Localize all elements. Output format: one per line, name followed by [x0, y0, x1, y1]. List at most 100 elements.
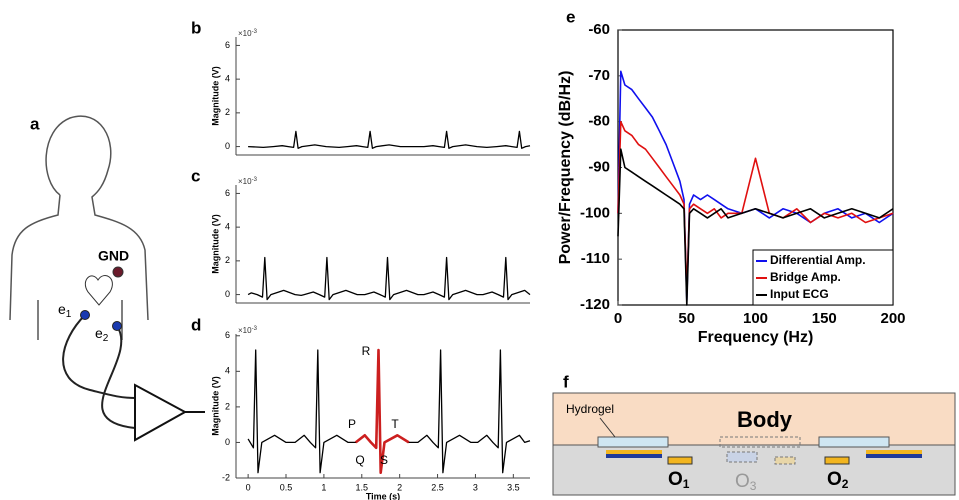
legend-label: Bridge Amp.	[770, 270, 841, 284]
output-label: O3	[735, 471, 757, 493]
y-tick-label: -100	[580, 204, 610, 221]
y-tick-label: -110	[581, 250, 610, 267]
x-tick-label: 2.5	[431, 482, 444, 492]
y-axis-label: Magnitude (V)	[210, 376, 220, 436]
y-tick-label: -80	[588, 113, 610, 130]
y-tick-label: 2	[225, 255, 230, 265]
y-multiplier: ×10-3	[238, 29, 258, 39]
amplifier	[134, 383, 205, 442]
x-axis-label: Frequency (Hz)	[698, 329, 814, 346]
annotation: P	[348, 417, 356, 431]
panel-label: c	[191, 166, 200, 185]
electrode-outline	[774, 456, 796, 465]
hydrogel-outline	[719, 436, 801, 448]
annotation: Q	[355, 453, 364, 467]
legend-label: Input ECG	[770, 287, 829, 301]
y-tick-label: -90	[588, 158, 610, 175]
x-tick-label: 150	[812, 310, 837, 327]
x-tick-label: 100	[743, 310, 768, 327]
y-axis-label: Magnitude (V)	[210, 214, 220, 274]
panel-label: b	[191, 18, 201, 37]
annotation: R	[362, 344, 371, 358]
hydrogel-label: Hydrogel	[566, 402, 614, 416]
x-axis-label: Time (s)	[366, 491, 400, 500]
series-line	[617, 120, 894, 293]
body-diagram	[9, 115, 205, 442]
x-tick-label: 3	[473, 482, 478, 492]
electrode-layer	[866, 454, 922, 458]
x-tick-label: 50	[678, 310, 695, 327]
y-multiplier: ×10-3	[238, 326, 258, 336]
electrode-layer	[606, 450, 662, 454]
y-multiplier-base: ×10	[238, 326, 252, 335]
electrode	[112, 321, 122, 331]
y-multiplier-base: ×10	[238, 177, 252, 186]
annotation: S	[380, 453, 388, 467]
y-tick-label: 4	[225, 222, 230, 232]
electrode-label: e1	[58, 301, 72, 320]
y-tick-label: -60	[588, 21, 610, 38]
panel-label: d	[191, 315, 201, 334]
series-line	[354, 348, 410, 474]
hydrogel	[597, 436, 669, 448]
y-tick-label: -120	[580, 296, 610, 313]
y-tick-label: 2	[225, 107, 230, 117]
body-outline	[9, 115, 149, 340]
x-tick-label: 1	[321, 482, 326, 492]
y-tick-label: -70	[588, 67, 610, 84]
series-line	[247, 256, 531, 301]
y-tick-label: 6	[225, 40, 230, 50]
heart	[84, 275, 113, 306]
panel-label: e	[566, 7, 575, 26]
electrode-layer	[824, 456, 850, 465]
y-multiplier-exp: -3	[252, 326, 258, 332]
y-multiplier-exp: -3	[252, 29, 258, 35]
series-line	[248, 130, 531, 149]
legend-label: Differential Amp.	[770, 253, 866, 267]
electrode-layer	[866, 450, 922, 454]
y-tick-label: 4	[225, 366, 230, 376]
pointer	[599, 417, 616, 438]
y-tick-label: 0	[225, 289, 230, 299]
ground-label: GND	[98, 248, 129, 264]
hydrogel	[818, 436, 890, 448]
y-tick-label: -2	[222, 472, 230, 482]
output-label: O2	[827, 469, 849, 491]
y-axis-label: Magnitude (V)	[210, 66, 220, 126]
x-tick-label: 2	[397, 482, 402, 492]
y-tick-label: 4	[225, 74, 230, 84]
y-tick-label: 2	[225, 401, 230, 411]
series-line	[617, 148, 894, 306]
electrode	[80, 310, 90, 320]
wire	[101, 325, 136, 429]
electrode-layer	[606, 454, 662, 458]
x-tick-label: 0.5	[280, 482, 293, 492]
electrode-layer	[667, 456, 693, 465]
y-multiplier-base: ×10	[238, 29, 252, 38]
x-tick-label: 200	[880, 310, 905, 327]
body-layer	[552, 392, 956, 446]
panel-label: a	[30, 114, 40, 133]
y-tick-label: 0	[225, 141, 230, 151]
x-tick-label: 1.5	[356, 482, 369, 492]
electrode-label: e2	[95, 325, 109, 344]
device-diagram	[552, 392, 956, 496]
legend-box	[752, 249, 894, 306]
output-label: O1	[668, 469, 690, 491]
y-axis-label: Power/Frequency (dB/Hz)	[557, 71, 574, 265]
y-tick-label: 6	[225, 188, 230, 198]
panel-label: f	[563, 372, 569, 391]
body-label: Body	[737, 407, 793, 432]
y-multiplier: ×10-3	[238, 177, 258, 187]
ground-electrode	[112, 266, 124, 278]
y-multiplier-exp: -3	[252, 177, 258, 183]
x-tick-label: 0	[614, 310, 622, 327]
annotation: T	[391, 417, 399, 431]
x-tick-label: 0	[246, 482, 251, 492]
y-tick-label: 6	[225, 330, 230, 340]
electrode-outline	[726, 451, 758, 463]
x-tick-label: 3.5	[507, 482, 520, 492]
y-tick-label: 0	[225, 437, 230, 447]
